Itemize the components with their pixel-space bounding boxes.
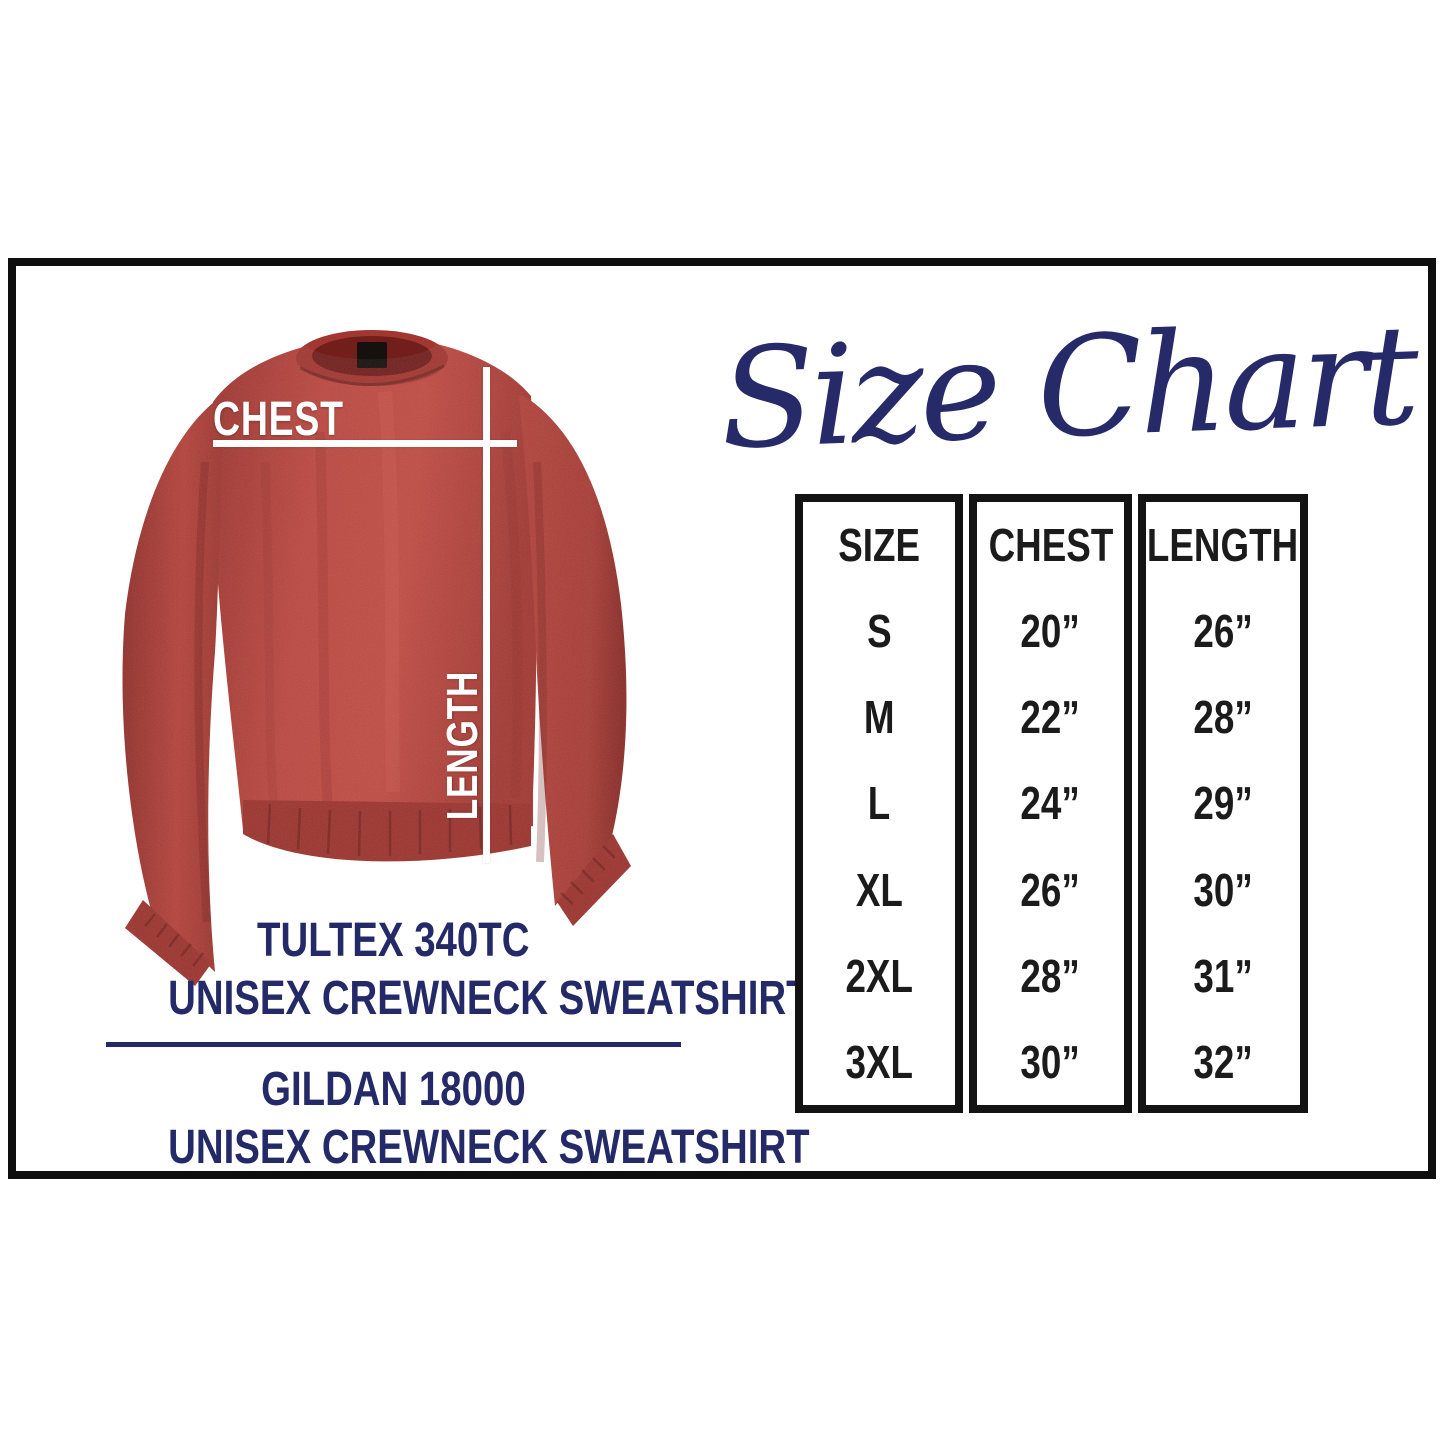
table-cell: 24” [1020, 777, 1081, 830]
table-cell: 31” [1193, 949, 1253, 1002]
poster-frame: CHEST LENGTH TULTEX 340TC UNISEX CREWNEC… [8, 258, 1436, 1179]
length-measure-label-text: LENGTH [438, 671, 487, 821]
table-cell: 30” [1193, 863, 1253, 916]
brand1-name: TULTEX 340TC [256, 914, 530, 967]
brand1-style: UNISEX CREWNECK SWEATSHIRT [168, 972, 810, 1025]
chest-measure-line [213, 440, 517, 447]
size-table-column-size: SIZE S M L XL 2XL 3XL [795, 494, 963, 1113]
sweatshirt-photo [122, 330, 631, 986]
length-measure-label: LENGTH [438, 661, 487, 831]
table-cell: M [863, 691, 895, 744]
table-cell: 32” [1193, 1035, 1253, 1088]
size-chart-title: Size Chart [717, 294, 1418, 481]
table-cell: 2XL [845, 949, 913, 1002]
column-header: CHEST [988, 519, 1113, 572]
table-cell: S [866, 605, 892, 658]
table-cell: 3XL [845, 1035, 913, 1088]
chest-measure-label: CHEST [213, 393, 381, 446]
table-cell: 20” [1020, 605, 1081, 658]
table-cell: 28” [1020, 949, 1081, 1002]
size-table-column-chest: CHEST 20” 22” 24” 26” 28” 30” [969, 494, 1132, 1113]
column-header: SIZE [838, 519, 920, 572]
chest-measure-label-text: CHEST [213, 393, 344, 446]
table-cell: L [867, 777, 891, 830]
table-cell: 30” [1020, 1035, 1081, 1088]
size-table: SIZE S M L XL 2XL 3XL CHEST 20” 22” 24” … [795, 494, 1308, 1113]
size-table-column-length: LENGTH 26” 28” 29” 30” 31” 32” [1138, 494, 1308, 1113]
caption-divider [105, 1042, 681, 1047]
table-cell: 29” [1193, 777, 1253, 830]
table-cell: 28” [1193, 691, 1253, 744]
brand2-style: UNISEX CREWNECK SWEATSHIRT [168, 1121, 810, 1174]
length-measure-line [483, 367, 490, 863]
column-header: LENGTH [1147, 519, 1299, 572]
product-caption: TULTEX 340TC UNISEX CREWNECK SWEATSHIRT … [88, 912, 810, 1177]
table-cell: 26” [1020, 863, 1081, 916]
table-cell: XL [855, 863, 903, 916]
table-cell: 22” [1020, 691, 1081, 744]
brand2-name: GILDAN 18000 [260, 1063, 526, 1116]
table-cell: 26” [1193, 605, 1253, 658]
